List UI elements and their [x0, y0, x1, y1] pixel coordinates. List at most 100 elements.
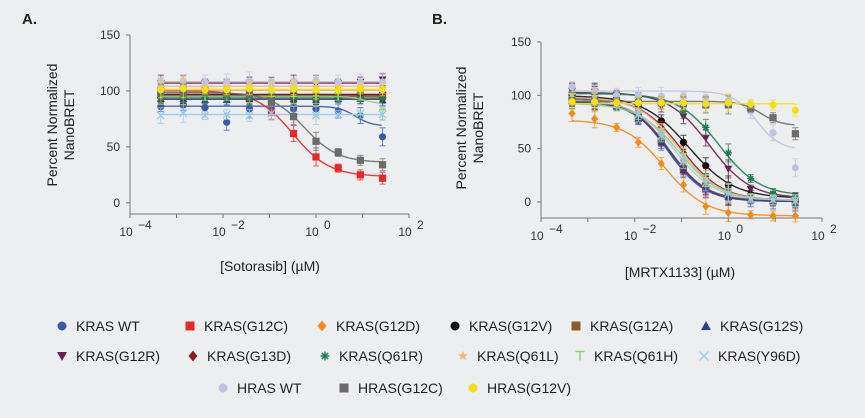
panel-b-fit-line-hras-wt: [572, 90, 795, 149]
legend-marker-kras-g12s: [701, 321, 711, 331]
panel-a-series-hras-g12v: [157, 79, 387, 100]
panel-a-data-point: [290, 129, 298, 138]
panel-b-x-tick-label: 10: [718, 229, 732, 243]
legend-item-kras-g12s: KRAS(G12S): [701, 318, 803, 334]
panel-a-data-point: [267, 98, 276, 106]
panel-a-data-point: [378, 174, 387, 182]
panel-b-x-tick-label: 10: [530, 229, 544, 243]
panel-b-x-tick-exponent: 2: [830, 222, 837, 236]
legend-label-hras-g12c: HRAS(G12C): [358, 380, 443, 396]
panel-b-data-point: [769, 211, 777, 221]
panel-b-x-tick-exponent: −2: [643, 222, 657, 236]
panel-b-data-point: [746, 185, 755, 194]
legend-marker-hras-wt: [218, 383, 228, 393]
legend-label-kras-q61r: KRAS(Q61R): [339, 348, 423, 364]
panel-b-data-point: [791, 211, 799, 221]
panel-a-data-point: [267, 109, 276, 118]
panel-b-data-point: [747, 174, 755, 183]
panel-a-data-point: [267, 86, 276, 94]
panel-b-data-point: [791, 106, 799, 114]
panel-a-data-point: [378, 110, 387, 119]
panel-a-data-point: [201, 78, 209, 86]
legend-item-hras-g12v: HRAS(G12V): [468, 380, 571, 396]
panel-b-data-point: [746, 194, 755, 203]
panel-a-data-point: [356, 171, 364, 179]
legend-item-kras-y96d: KRAS(Y96D): [699, 348, 800, 364]
panel-a-data-point: [356, 156, 364, 164]
legend-label-kras-g13d: KRAS(G13D): [207, 348, 291, 364]
panel-a-data-point: [290, 85, 298, 93]
legend-marker-kras-g12v: [450, 321, 460, 331]
panel-b-data-point: [791, 130, 799, 138]
panel-b-data-point: [634, 110, 643, 119]
panel-a-data-point: [201, 104, 209, 112]
panel-a-data-point: [356, 85, 364, 93]
panel-b-data-point: [702, 123, 710, 131]
panel-b-data-point: [679, 166, 688, 174]
legend-marker-kras-q61h: [575, 350, 585, 361]
panel-b-series-hras-g12v: [568, 92, 799, 117]
panel-a-data-point: [179, 85, 187, 93]
panel-a-data-point: [356, 109, 365, 118]
legend-item-hras-g12c: HRAS(G12C): [339, 380, 443, 396]
legend-marker-kras-y96d: [699, 351, 709, 361]
panel-b-data-point: [612, 123, 621, 132]
panel-b-data-point: [679, 99, 688, 107]
panel-b-data-point: [747, 210, 755, 220]
panel-b-data-point: [568, 98, 576, 106]
panel-a-y-tick-label: 50: [107, 140, 121, 154]
legend-marker-kras-g12r: [57, 351, 67, 361]
panel-a-data-point: [312, 153, 320, 161]
legend-item-kras-wt: KRAS WT: [57, 318, 140, 334]
panel-b-data-point: [634, 99, 642, 107]
legend-label-kras-g12v: KRAS(G12V): [469, 318, 552, 334]
panel-b-data-point: [568, 109, 576, 118]
panel-a-x-tick-exponent: −2: [231, 218, 245, 232]
panel-b-data-point: [679, 180, 688, 190]
panel-b-data-point: [768, 195, 778, 204]
panel-a-data-point: [334, 86, 342, 94]
panel-b-data-point: [724, 149, 732, 157]
panel-b-data-point: [724, 208, 732, 217]
panel-a-data-point: [245, 105, 254, 113]
legend-label-hras-g12v: HRAS(G12V): [487, 380, 571, 396]
panel-b-data-point: [702, 162, 710, 170]
panel-a-data-point: [222, 110, 231, 119]
panel-b-data-point: [701, 134, 710, 142]
panel-a-data-point: [312, 137, 320, 145]
panel-b-data-point: [612, 91, 621, 99]
panel-b-data-point: [724, 189, 733, 198]
legend-marker-hras-g12v: [468, 383, 478, 393]
panel-a-y-tick-label: 0: [113, 196, 120, 210]
legend-marker-kras-wt: [57, 321, 67, 331]
panel-a-data-point: [312, 86, 320, 94]
panel-b-data-point: [724, 165, 733, 173]
panel-b-data-point: [769, 101, 777, 109]
panel-b-data-point: [791, 196, 800, 205]
legend-label-hras-wt: HRAS WT: [237, 380, 302, 396]
panel-b-label: B.: [432, 11, 447, 28]
legend-label-kras-q61l: KRAS(Q61L): [477, 348, 559, 364]
panel-b-data-point: [657, 131, 666, 140]
panel-a-data-point: [290, 113, 298, 121]
panel-b-y-tick-label: 100: [511, 88, 531, 102]
panel-b-xlabel: [MRTX1133] (µM): [625, 264, 735, 280]
legend-label-kras-y96d: KRAS(Y96D): [718, 348, 800, 364]
legend-item-kras-g12c: KRAS(G12C): [185, 318, 288, 334]
panel-a-data-point: [334, 110, 343, 119]
panel-b-ylabel-line1: Percent Normalized: [453, 67, 469, 190]
legend-marker-hras-g12c: [339, 383, 349, 393]
panel-b-data-point: [701, 178, 710, 187]
panel-a-data-point: [200, 111, 210, 120]
panel-b-y-tick-label: 50: [518, 142, 532, 156]
legend-item-kras-g12d: KRAS(G12D): [317, 318, 420, 334]
panel-b-ylabel-line2: NanoBRET: [470, 92, 486, 163]
legend-item-kras-g12v: KRAS(G12V): [450, 318, 552, 334]
panel-b-data-point: [702, 201, 710, 211]
panel-b-x-tick-exponent: 0: [736, 222, 743, 236]
panel-a-ylabel-line1: Percent Normalized: [44, 64, 60, 187]
panel-b-data-point: [769, 129, 777, 137]
panel-b-data-point: [591, 98, 599, 106]
